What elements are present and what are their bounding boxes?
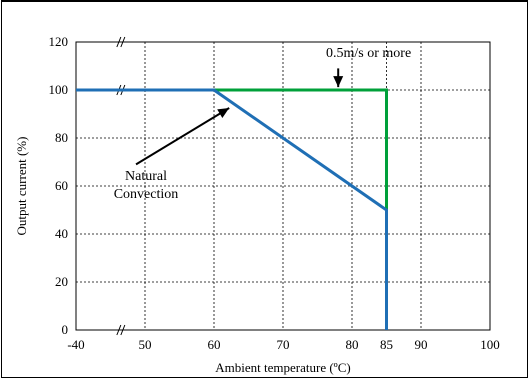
annotation-arrows [135, 68, 344, 166]
axis-break-mark [116, 36, 122, 48]
x-tick-label: -40 [67, 337, 84, 352]
axis-break-mark [120, 324, 126, 336]
x-axis-title: Ambient temperature (ºC) [215, 360, 350, 375]
y-tick-label: 120 [49, 34, 69, 49]
y-tick-label: 80 [55, 130, 68, 145]
arrow-forced-air-head [333, 76, 344, 88]
x-tick-label: 70 [277, 337, 290, 352]
arrow-natural-convection-head [217, 108, 230, 118]
annotation-convection: Convection [114, 187, 179, 202]
x-tick-label: 80 [346, 337, 359, 352]
y-tick-label: 40 [55, 226, 68, 241]
y-tick-labels: 0 20 40 60 80 100 120 [49, 34, 69, 337]
y-axis-title: Output current (%) [14, 137, 29, 236]
annotation-natural: Natural [125, 169, 167, 184]
y-tick-label: 100 [49, 82, 69, 97]
annotation-forced-air: 0.5m/s or more [326, 46, 411, 61]
axis-break-mark [120, 36, 126, 48]
y-tick-label: 60 [55, 178, 68, 193]
series-line-1 [76, 88, 388, 330]
y-tick-label: 0 [62, 322, 69, 337]
x-tick-label: 100 [480, 337, 500, 352]
series-lines [76, 88, 388, 330]
axis-break-mark [116, 324, 122, 336]
y-tick-label: 20 [55, 274, 68, 289]
x-tick-labels: -40 50 60 70 80 85 90 100 [67, 337, 499, 352]
x-tick-label: 50 [139, 337, 152, 352]
x-tick-label: 60 [208, 337, 221, 352]
x-tick-label: 85 [380, 337, 393, 352]
x-tick-label: 90 [415, 337, 428, 352]
arrow-natural-convection-shaft [135, 107, 230, 166]
